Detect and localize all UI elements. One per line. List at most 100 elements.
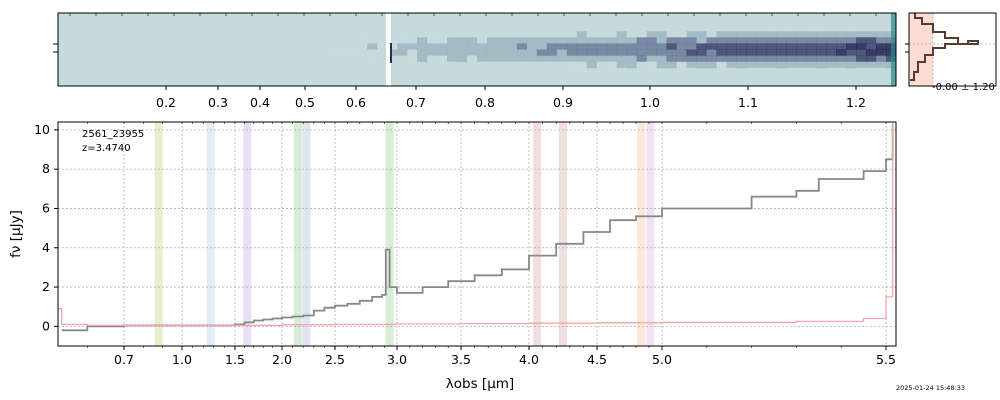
heatmap-cell — [576, 31, 588, 38]
heatmap-cell — [826, 37, 837, 44]
heatmap-cell — [576, 43, 588, 50]
heatmap-cell — [736, 25, 747, 32]
heatmap-cell — [327, 61, 338, 69]
top-x-tick-label: 1.2 — [846, 95, 866, 110]
heatmap-cell — [397, 31, 408, 38]
heatmap-cell — [596, 43, 608, 50]
heatmap-cell — [766, 67, 777, 75]
feature-band-6 — [533, 122, 542, 346]
heatmap-cell — [696, 61, 707, 69]
heatmap-cell — [496, 43, 508, 50]
heatmap-cell — [746, 61, 757, 69]
heatmap-cell — [277, 49, 288, 57]
heatmap-cell — [486, 61, 498, 69]
heatmap-cell — [676, 49, 687, 57]
heatmap-cell — [866, 67, 877, 75]
heatmap-cell — [746, 37, 757, 44]
heatmap-cell — [666, 61, 678, 69]
heatmap-cell — [377, 49, 388, 57]
heatmap-cell — [506, 37, 518, 44]
top-x-tick-label: 0.3 — [208, 95, 228, 110]
heatmap-cell — [437, 49, 448, 57]
heatmap-cell — [866, 55, 877, 63]
heatmap-cell — [486, 31, 498, 38]
heatmap-cell — [467, 31, 478, 38]
heatmap-cell — [616, 61, 628, 69]
profile-frame — [908, 12, 997, 87]
heatmap-cell — [836, 61, 847, 69]
heatmap-cell — [876, 31, 887, 38]
heatmap-cell — [826, 49, 837, 57]
heatmap-cell — [796, 43, 807, 50]
heatmap-cell — [836, 43, 847, 50]
heatmap-cell — [606, 61, 618, 69]
heatmap-cell — [407, 43, 418, 50]
y-tick-label: 10 — [34, 122, 50, 137]
heatmap-cell — [756, 43, 767, 50]
heatmap-cell — [347, 37, 358, 44]
heatmap-cell — [457, 55, 468, 63]
heatmap-cell — [756, 37, 767, 44]
heatmap-cell — [736, 61, 747, 69]
spectrum-2d-frame — [57, 12, 897, 87]
heatmap-cell — [676, 31, 687, 38]
heatmap-cell — [417, 49, 428, 57]
feature-band-1 — [206, 122, 215, 346]
heatmap-cell — [826, 67, 837, 75]
heatmap-cell — [397, 43, 408, 50]
heatmap-cell — [516, 55, 528, 63]
heatmap-cell — [766, 49, 777, 57]
heatmap-cell — [477, 49, 488, 57]
heatmap-cell — [596, 37, 608, 44]
feature-band-8 — [637, 122, 646, 346]
heatmap-cell — [397, 55, 408, 63]
heatmap-cell — [486, 43, 498, 50]
heatmap-cell — [437, 43, 448, 50]
heatmap-cell — [796, 67, 807, 75]
heatmap-cell — [506, 55, 518, 63]
heatmap-cell — [447, 37, 458, 44]
top-x-tick-label: 0.8 — [475, 95, 495, 110]
top-x-tick-label: 0.5 — [295, 95, 315, 110]
heatmap-cell — [656, 49, 668, 57]
heatmap-cell — [606, 31, 618, 38]
heatmap-cell — [526, 49, 538, 57]
heatmap-cell — [457, 37, 468, 44]
heatmap-cell — [696, 31, 707, 38]
heatmap-cell — [556, 61, 568, 69]
heatmap-cell — [546, 61, 558, 69]
heatmap-cell — [856, 43, 867, 50]
heatmap-cell — [876, 61, 887, 69]
heatmap-cell — [706, 31, 717, 38]
heatmap-cell — [686, 43, 697, 50]
heatmap-cell — [696, 37, 707, 44]
series-group — [58, 122, 894, 332]
heatmap-cell — [307, 37, 318, 44]
heatmap-cell — [407, 61, 418, 69]
heatmap-cell — [397, 37, 408, 44]
heatmap-cell — [716, 49, 727, 57]
heatmap-cell — [866, 31, 877, 38]
top-x-tick-label: 0.9 — [553, 95, 573, 110]
y-tick-label: 2 — [42, 279, 50, 294]
annotation-id: 2561_23955 — [82, 129, 144, 140]
heatmap-cell — [706, 49, 717, 57]
heatmap-cell — [427, 31, 438, 38]
heatmap-cell — [407, 55, 418, 63]
heatmap-cell — [756, 55, 767, 63]
heatmap-cell — [576, 67, 588, 75]
heatmap-cell — [566, 61, 578, 69]
heatmap-cell — [307, 55, 318, 63]
x-axis-title: λobs [μm] — [446, 376, 514, 392]
heatmap-cell — [397, 49, 408, 57]
heatmap-cell — [836, 67, 847, 75]
heatmap-cell — [636, 43, 648, 50]
heatmap-cell — [506, 43, 518, 50]
heatmap-cell — [686, 31, 697, 38]
heatmap-cell — [337, 55, 348, 63]
heatmap-cell — [586, 25, 598, 32]
heatmap-cell — [876, 37, 887, 44]
heatmap-cell — [676, 37, 687, 44]
heatmap-cell — [856, 31, 867, 38]
heatmap-cell — [576, 61, 588, 69]
